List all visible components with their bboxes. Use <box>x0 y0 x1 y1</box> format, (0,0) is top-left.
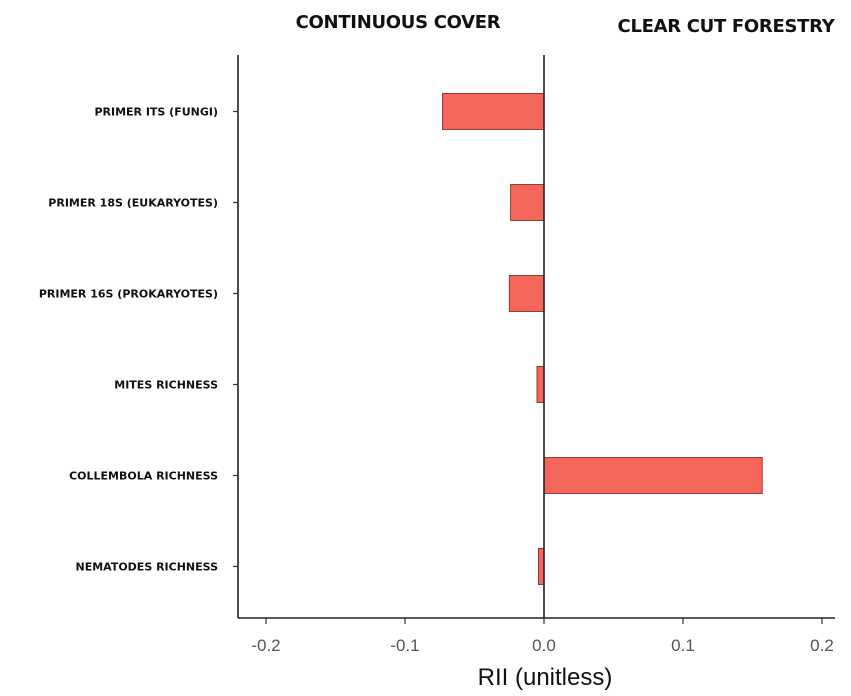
category-label-3: MITES RICHNESS <box>114 379 218 392</box>
x-tick-label-2: 0.0 <box>532 636 556 655</box>
bar-2 <box>508 275 545 312</box>
category-labels: PRIMER ITS (FUNGI) PRIMER 18S (EUKARYOTES… <box>39 106 238 574</box>
x-axis-title: RII (unitless) <box>478 664 613 691</box>
x-tick-label-3: 0.1 <box>671 636 695 655</box>
header-clear-cut-forestry: CLEAR CUT FORESTRY <box>618 16 836 37</box>
bar-group <box>442 93 763 585</box>
category-label-5: NEMATODES RICHNESS <box>76 561 219 574</box>
x-tick-label-4: 0.2 <box>810 636 834 655</box>
category-label-2: PRIMER 16S (PROKARYOTES) <box>39 288 218 301</box>
category-label-1: PRIMER 18S (EUKARYOTES) <box>48 197 218 210</box>
header-continuous-cover: CONTINUOUS COVER <box>296 12 501 33</box>
category-label-4: COLLEMBOLA RICHNESS <box>69 470 218 483</box>
bar-5 <box>537 548 545 585</box>
x-tick-label-1: -0.1 <box>390 636 419 655</box>
category-label-0: PRIMER ITS (FUNGI) <box>94 106 218 119</box>
x-axis-ticks: -0.2 -0.1 0.0 0.1 0.2 <box>251 618 834 655</box>
bar-4 <box>543 457 763 494</box>
x-tick-label-0: -0.2 <box>251 636 280 655</box>
bar-0 <box>442 93 545 130</box>
bar-1 <box>510 184 545 221</box>
bar-3 <box>536 366 545 403</box>
